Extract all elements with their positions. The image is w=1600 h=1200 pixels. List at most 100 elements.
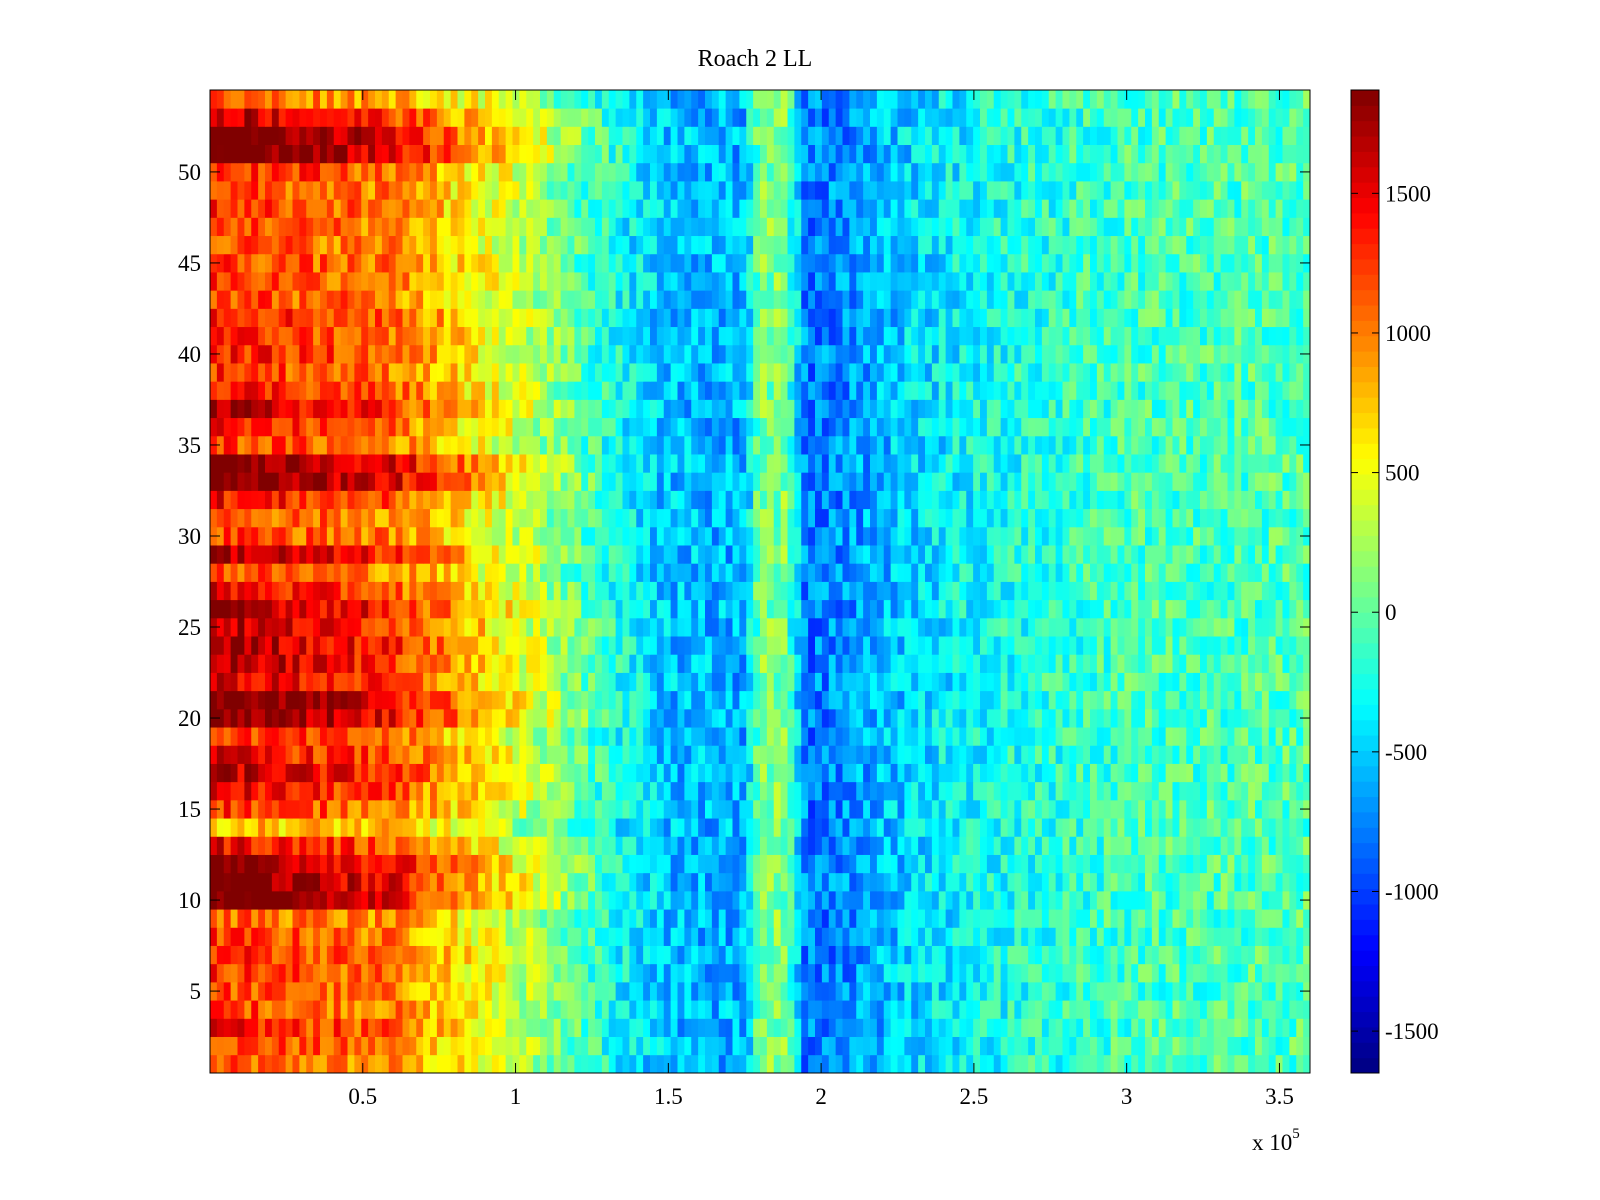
heatmap-cell: [1090, 945, 1098, 965]
heatmap-cell: [251, 781, 259, 801]
heatmap-cell: [856, 526, 864, 546]
heatmap-cell: [230, 909, 238, 928]
heatmap-cell: [835, 672, 843, 692]
heatmap-cell: [1179, 963, 1187, 983]
heatmap-cell: [931, 854, 940, 874]
heatmap-cell: [340, 745, 348, 764]
heatmap-cell: [1048, 909, 1057, 928]
heatmap-cell: [1035, 872, 1043, 892]
heatmap-cell: [711, 1000, 720, 1019]
heatmap-cell: [670, 1054, 678, 1074]
heatmap-cell: [553, 654, 562, 673]
heatmap-cell: [856, 1036, 864, 1056]
heatmap-cell: [711, 836, 720, 855]
heatmap-cell: [1186, 818, 1194, 837]
heatmap-cell: [656, 672, 665, 692]
heatmap-cell: [457, 599, 465, 619]
heatmap-cell: [265, 708, 273, 728]
heatmap-cell: [931, 927, 940, 946]
heatmap-cell: [918, 963, 926, 983]
heatmap-cell: [1165, 836, 1173, 855]
heatmap-cell: [485, 927, 493, 946]
heatmap-cell: [430, 854, 438, 874]
heatmap-cell: [890, 981, 898, 1001]
heatmap-cell: [1296, 1000, 1304, 1019]
heatmap-cell: [973, 945, 981, 965]
heatmap-cell: [863, 963, 871, 983]
heatmap-cell: [1234, 617, 1242, 637]
heatmap-cell: [340, 963, 348, 983]
heatmap-cell: [313, 599, 321, 619]
heatmap-cell: [622, 508, 630, 528]
heatmap-cell: [684, 526, 692, 546]
heatmap-cell: [1076, 708, 1084, 728]
heatmap-cell: [684, 799, 692, 819]
heatmap-cell: [601, 818, 610, 837]
heatmap-cell: [230, 508, 238, 528]
heatmap-cell: [553, 963, 562, 983]
heatmap-cell: [670, 727, 678, 746]
heatmap-cell: [1124, 545, 1132, 564]
heatmap-cell: [326, 1018, 335, 1037]
heatmap-cell: [1014, 872, 1022, 892]
heatmap-cell: [863, 799, 871, 819]
heatmap-cell: [746, 1018, 754, 1037]
heatmap-cell: [361, 581, 369, 601]
heatmap-cell: [443, 872, 452, 892]
heatmap-cell: [608, 909, 617, 928]
heatmap-cell: [636, 617, 644, 637]
heatmap-cell: [821, 617, 830, 637]
heatmap-cell: [1028, 981, 1036, 1001]
heatmap-cell: [828, 909, 837, 928]
heatmap-cell: [1069, 945, 1077, 965]
heatmap-cell: [973, 781, 981, 801]
heatmap-cell: [842, 1054, 850, 1074]
heatmap-cell: [1255, 781, 1263, 801]
heatmap-cell: [1165, 963, 1173, 983]
heatmap-cell: [753, 1018, 761, 1037]
heatmap-cell: [423, 617, 431, 637]
heatmap-cell: [1193, 617, 1201, 637]
heatmap-cell: [1096, 945, 1105, 965]
heatmap-cell: [821, 945, 830, 965]
heatmap-cell: [237, 727, 245, 746]
heatmap-cell: [1007, 654, 1015, 673]
heatmap-cell: [815, 727, 823, 746]
heatmap-cell: [1041, 690, 1050, 710]
heatmap-cell: [1000, 1036, 1008, 1056]
heatmap-cell: [443, 654, 452, 673]
heatmap-cell: [1021, 599, 1029, 619]
heatmap-cell: [361, 490, 369, 510]
heatmap-cell: [560, 981, 568, 1001]
heatmap-cell: [258, 654, 266, 673]
heatmap-cell: [595, 563, 603, 582]
heatmap-cell: [457, 508, 465, 528]
heatmap-cell: [320, 909, 328, 928]
heatmap-cell: [1179, 1054, 1187, 1074]
heatmap-cell: [491, 909, 500, 928]
heatmap-cell: [1090, 708, 1098, 728]
heatmap-cell: [1124, 981, 1132, 1001]
heatmap-cell: [925, 963, 933, 983]
heatmap-cell: [773, 727, 782, 746]
heatmap-cell: [457, 654, 465, 673]
heatmap-cell: [1165, 727, 1173, 746]
heatmap-cell: [464, 927, 472, 946]
heatmap-cell: [918, 836, 926, 855]
heatmap-cell: [1206, 854, 1215, 874]
heatmap-cell: [436, 836, 445, 855]
heatmap-cell: [595, 818, 603, 837]
heatmap-cell: [519, 599, 527, 619]
heatmap-cell: [1179, 945, 1187, 965]
heatmap-cell: [567, 981, 575, 1001]
heatmap-cell: [986, 799, 995, 819]
heatmap-cell: [491, 526, 500, 546]
heatmap-cell: [443, 836, 452, 855]
heatmap-cell: [237, 781, 245, 801]
heatmap-cell: [443, 890, 452, 910]
heatmap-cell: [677, 599, 685, 619]
heatmap-cell: [1083, 909, 1091, 928]
heatmap-cell: [368, 836, 376, 855]
heatmap-cell: [381, 890, 390, 910]
heatmap-cell: [1000, 1018, 1008, 1037]
